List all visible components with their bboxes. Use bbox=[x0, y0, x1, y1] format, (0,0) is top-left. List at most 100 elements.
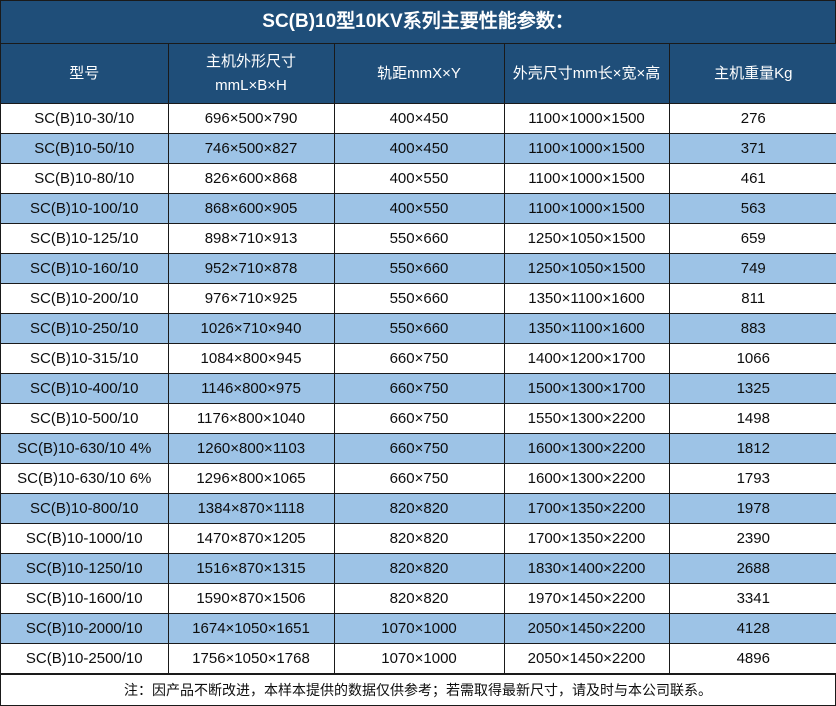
cell-model: SC(B)10-315/10 bbox=[1, 343, 169, 374]
table-row: SC(B)10-630/10 4% 1260×800×1103 660×750 160… bbox=[1, 433, 836, 464]
cell-rail-gauge: 820×820 bbox=[333, 523, 505, 554]
cell-model: SC(B)10-200/10 bbox=[1, 283, 169, 314]
cell-shell-dims: 1970×1450×2200 bbox=[503, 583, 670, 614]
column-header-shell-dims: 外壳尺寸mm长×宽×高 bbox=[503, 44, 670, 104]
table-row: SC(B)10-100/10 868×600×905 400×550 1100×100… bbox=[1, 193, 836, 224]
cell-host-dims: 952×710×878 bbox=[167, 253, 335, 284]
cell-host-dims: 1260×800×1103 bbox=[167, 433, 335, 464]
cell-host-dims: 1516×870×1315 bbox=[167, 553, 335, 584]
cell-model: SC(B)10-1600/10 bbox=[1, 583, 169, 614]
cell-rail-gauge: 820×820 bbox=[333, 493, 505, 524]
cell-model: SC(B)10-160/10 bbox=[1, 253, 169, 284]
cell-weight: 461 bbox=[668, 163, 836, 194]
cell-model: SC(B)10-800/10 bbox=[1, 493, 169, 524]
cell-rail-gauge: 660×750 bbox=[333, 343, 505, 374]
cell-weight: 1812 bbox=[668, 433, 836, 464]
cell-rail-gauge: 820×820 bbox=[333, 553, 505, 584]
cell-weight: 1978 bbox=[668, 493, 836, 524]
table-row: SC(B)10-1250/10 1516×870×1315 820×820 1830×… bbox=[1, 553, 836, 584]
cell-model: SC(B)10-50/10 bbox=[1, 133, 169, 164]
table-row: SC(B)10-800/10 1384×870×1118 820×820 1700×1… bbox=[1, 493, 836, 524]
cell-shell-dims: 1350×1100×1600 bbox=[503, 313, 670, 344]
cell-rail-gauge: 1070×1000 bbox=[333, 643, 505, 674]
cell-weight: 659 bbox=[668, 223, 836, 254]
cell-shell-dims: 1100×1000×1500 bbox=[503, 133, 670, 164]
cell-host-dims: 1026×710×940 bbox=[167, 313, 335, 344]
cell-host-dims: 1146×800×975 bbox=[167, 373, 335, 404]
cell-shell-dims: 1600×1300×2200 bbox=[503, 463, 670, 494]
cell-rail-gauge: 400×550 bbox=[333, 193, 505, 224]
cell-rail-gauge: 400×550 bbox=[333, 163, 505, 194]
cell-shell-dims: 1250×1050×1500 bbox=[503, 253, 670, 284]
cell-host-dims: 1590×870×1506 bbox=[167, 583, 335, 614]
table-row: SC(B)10-2500/10 1756×1050×1768 1070×1000 20… bbox=[1, 643, 836, 674]
cell-rail-gauge: 660×750 bbox=[333, 463, 505, 494]
page-title: SC(B)10型10KV系列主要性能参数： bbox=[1, 1, 835, 44]
cell-weight: 2390 bbox=[668, 523, 836, 554]
table-row: SC(B)10-250/10 1026×710×940 550×660 1350×11… bbox=[1, 313, 836, 344]
cell-shell-dims: 1250×1050×1500 bbox=[503, 223, 670, 254]
cell-model: SC(B)10-630/10 4% bbox=[1, 433, 169, 464]
cell-shell-dims: 1350×1100×1600 bbox=[503, 283, 670, 314]
cell-rail-gauge: 550×660 bbox=[333, 283, 505, 314]
cell-shell-dims: 1100×1000×1500 bbox=[503, 163, 670, 194]
cell-weight: 1498 bbox=[668, 403, 836, 434]
cell-weight: 276 bbox=[668, 103, 836, 134]
cell-model: SC(B)10-250/10 bbox=[1, 313, 169, 344]
cell-weight: 3341 bbox=[668, 583, 836, 614]
cell-rail-gauge: 660×750 bbox=[333, 373, 505, 404]
table-header: 型号 主机外形尺寸 mmL×B×H 轨距mmX×Y 外壳尺寸mm长×宽×高 主机… bbox=[1, 44, 836, 104]
cell-rail-gauge: 550×660 bbox=[333, 253, 505, 284]
cell-host-dims: 1084×800×945 bbox=[167, 343, 335, 374]
cell-host-dims: 1176×800×1040 bbox=[167, 403, 335, 434]
cell-shell-dims: 1500×1300×1700 bbox=[503, 373, 670, 404]
cell-weight: 749 bbox=[668, 253, 836, 284]
cell-host-dims: 826×600×868 bbox=[167, 163, 335, 194]
table-row: SC(B)10-80/10 826×600×868 400×550 1100×1000… bbox=[1, 163, 836, 194]
cell-rail-gauge: 660×750 bbox=[333, 403, 505, 434]
table-row: SC(B)10-1000/10 1470×870×1205 820×820 1700×… bbox=[1, 523, 836, 554]
cell-weight: 4896 bbox=[668, 643, 836, 674]
header-row: 型号 主机外形尺寸 mmL×B×H 轨距mmX×Y 外壳尺寸mm长×宽×高 主机… bbox=[1, 44, 836, 104]
footer-note: 注：因产品不断改进，本样本提供的数据仅供参考；若需取得最新尺寸，请及时与本公司联… bbox=[1, 674, 835, 705]
table-row: SC(B)10-1600/10 1590×870×1506 820×820 1970×… bbox=[1, 583, 836, 614]
cell-shell-dims: 1100×1000×1500 bbox=[503, 193, 670, 224]
cell-rail-gauge: 550×660 bbox=[333, 223, 505, 254]
cell-rail-gauge: 820×820 bbox=[333, 583, 505, 614]
table-row: SC(B)10-630/10 6% 1296×800×1065 660×750 160… bbox=[1, 463, 836, 494]
table-row: SC(B)10-160/10 952×710×878 550×660 1250×105… bbox=[1, 253, 836, 284]
cell-host-dims: 868×600×905 bbox=[167, 193, 335, 224]
cell-host-dims: 1470×870×1205 bbox=[167, 523, 335, 554]
cell-shell-dims: 1100×1000×1500 bbox=[503, 103, 670, 134]
cell-model: SC(B)10-1000/10 bbox=[1, 523, 169, 554]
cell-weight: 811 bbox=[668, 283, 836, 314]
cell-rail-gauge: 660×750 bbox=[333, 433, 505, 464]
spec-table: 型号 主机外形尺寸 mmL×B×H 轨距mmX×Y 外壳尺寸mm长×宽×高 主机… bbox=[1, 44, 836, 674]
cell-host-dims: 1296×800×1065 bbox=[167, 463, 335, 494]
table-row: SC(B)10-200/10 976×710×925 550×660 1350×110… bbox=[1, 283, 836, 314]
cell-shell-dims: 1700×1350×2200 bbox=[503, 523, 670, 554]
cell-host-dims: 1756×1050×1768 bbox=[167, 643, 335, 674]
cell-host-dims: 696×500×790 bbox=[167, 103, 335, 134]
cell-weight: 371 bbox=[668, 133, 836, 164]
table-row: SC(B)10-125/10 898×710×913 550×660 1250×105… bbox=[1, 223, 836, 254]
table-row: SC(B)10-2000/10 1674×1050×1651 1070×1000 20… bbox=[1, 613, 836, 644]
cell-weight: 2688 bbox=[668, 553, 836, 584]
cell-model: SC(B)10-1250/10 bbox=[1, 553, 169, 584]
cell-shell-dims: 1600×1300×2200 bbox=[503, 433, 670, 464]
cell-model: SC(B)10-2000/10 bbox=[1, 613, 169, 644]
table-row: SC(B)10-315/10 1084×800×945 660×750 1400×12… bbox=[1, 343, 836, 374]
cell-shell-dims: 2050×1450×2200 bbox=[503, 643, 670, 674]
table-row: SC(B)10-30/10 696×500×790 400×450 1100×1000… bbox=[1, 103, 836, 134]
cell-model: SC(B)10-2500/10 bbox=[1, 643, 169, 674]
cell-weight: 1325 bbox=[668, 373, 836, 404]
cell-host-dims: 976×710×925 bbox=[167, 283, 335, 314]
column-header-host-dims: 主机外形尺寸 mmL×B×H bbox=[167, 44, 335, 104]
table-row: SC(B)10-50/10 746×500×827 400×450 1100×1000… bbox=[1, 133, 836, 164]
table-row: SC(B)10-400/10 1146×800×975 660×750 1500×13… bbox=[1, 373, 836, 404]
cell-shell-dims: 1400×1200×1700 bbox=[503, 343, 670, 374]
cell-host-dims: 898×710×913 bbox=[167, 223, 335, 254]
cell-rail-gauge: 400×450 bbox=[333, 133, 505, 164]
table-row: SC(B)10-500/10 1176×800×1040 660×750 1550×1… bbox=[1, 403, 836, 434]
